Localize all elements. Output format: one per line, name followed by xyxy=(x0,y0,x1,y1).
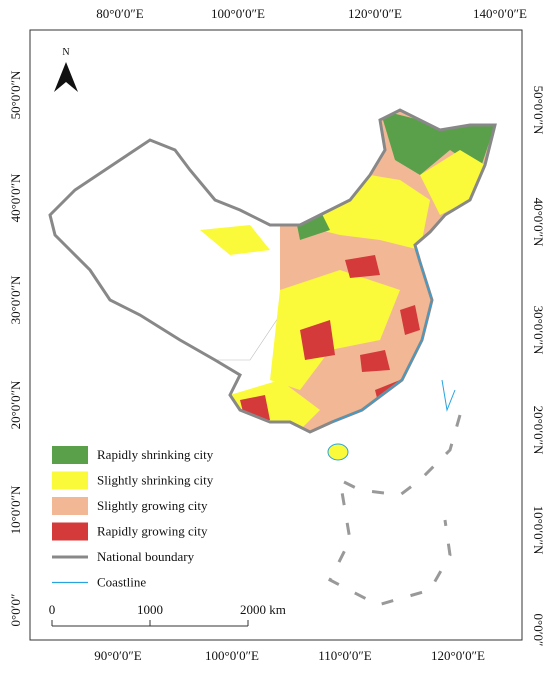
legend-swatch xyxy=(52,522,88,541)
north-arrow xyxy=(54,62,78,92)
island xyxy=(441,379,456,412)
top-label: 120°0′0″E xyxy=(348,6,402,21)
legend-label: Rapidly growing city xyxy=(97,524,208,539)
right-label: 20°0′0″N xyxy=(531,406,546,455)
top-label: 140°0′0″E xyxy=(473,6,527,21)
coastline xyxy=(331,244,433,423)
legend-swatch xyxy=(52,446,88,464)
right-label: 0°0′0″ xyxy=(531,614,546,647)
bottom-label: 120°0′0″E xyxy=(431,648,485,663)
right-label: 50°0′0″N xyxy=(531,86,546,135)
left-label: 20°0′0″N xyxy=(8,380,23,429)
national-boundary xyxy=(48,108,497,434)
legend-label: Coastline xyxy=(97,575,146,590)
top-label: 80°0′0″E xyxy=(96,6,143,21)
island xyxy=(327,443,349,461)
map-frame xyxy=(29,29,523,641)
right-label: 40°0′0″N xyxy=(531,198,546,247)
right-label: 10°0′0″N xyxy=(531,506,546,555)
left-label: 50°0′0″N xyxy=(8,70,23,119)
legend-label: Slightly shrinking city xyxy=(97,473,214,488)
left-label: 10°0′0″N xyxy=(8,485,23,534)
scale-label: 0 xyxy=(49,602,56,617)
legend-swatch xyxy=(52,497,88,515)
left-label: 40°0′0″N xyxy=(8,173,23,222)
bottom-label: 100°0′0″E xyxy=(205,648,259,663)
legend-label: Rapidly shrinking city xyxy=(97,447,214,462)
regions xyxy=(50,110,495,432)
legend-label: Slightly growing city xyxy=(97,498,208,513)
right-label: 30°0′0″N xyxy=(531,306,546,355)
maritime-boundary xyxy=(327,414,462,607)
top-label: 100°0′0″E xyxy=(211,6,265,21)
legend-label: National boundary xyxy=(97,549,195,564)
scale-label: 2000 km xyxy=(240,602,286,617)
left-label: 0°0′0″ xyxy=(8,594,23,627)
legend-swatch xyxy=(52,471,88,490)
bottom-label: 90°0′0″E xyxy=(94,648,141,663)
north-label: N xyxy=(62,47,69,58)
scale-label: 1000 xyxy=(137,602,163,617)
bottom-label: 110°0′0″E xyxy=(318,648,371,663)
left-label: 30°0′0″N xyxy=(8,275,23,324)
